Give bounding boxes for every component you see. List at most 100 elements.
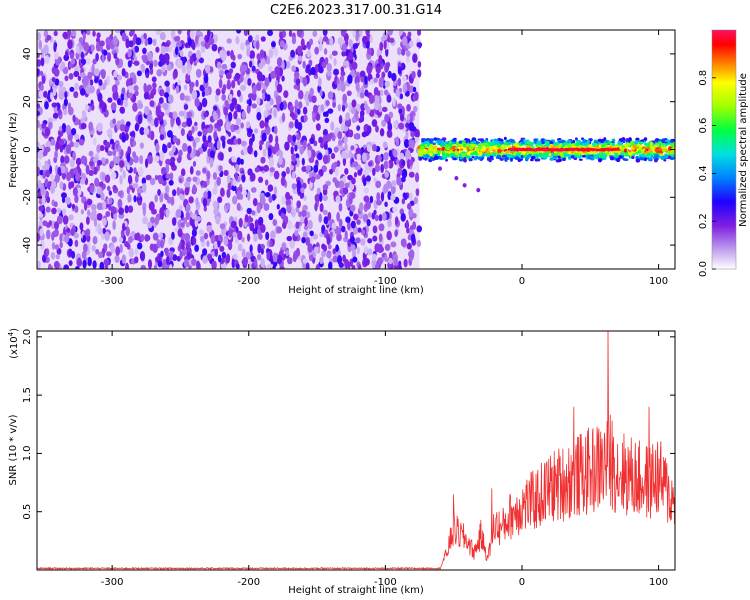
spectrogram-noise-cell xyxy=(159,193,164,203)
spectrogram-noise-cell xyxy=(286,204,292,213)
spectrogram-noise-cell xyxy=(60,61,66,69)
spectrogram-noise-cell xyxy=(110,160,115,168)
spectrogram-noise-cell xyxy=(82,75,89,86)
spectrogram-signal-cell xyxy=(655,147,661,151)
spectrogram-noise-cell xyxy=(152,38,157,47)
spectrogram-noise-cell xyxy=(363,187,369,194)
spectrogram-signal-cell xyxy=(503,141,507,146)
spectrogram-noise-cell xyxy=(381,71,386,78)
spectrogram-noise-cell xyxy=(111,84,117,94)
spectrogram-noise-cell xyxy=(57,166,62,177)
spectrogram-noise-cell xyxy=(64,91,68,99)
spectrogram-noise-cell xyxy=(124,205,129,214)
spectrogram-ridge-cell xyxy=(534,148,538,151)
spectrogram-noise-cell xyxy=(108,132,113,140)
snr-x-ticks: -300 -200 -100 0 100 xyxy=(101,331,668,588)
spectrogram-noise-cell xyxy=(160,89,165,97)
spectrogram-noise-cell xyxy=(268,49,274,59)
spectrogram-noise-cell xyxy=(378,233,383,243)
spectrogram-noise-cell xyxy=(351,99,357,108)
spectrogram-noise-cell xyxy=(280,176,286,187)
spectrogram-noise-cell xyxy=(377,243,383,254)
spectrogram-signal-cell xyxy=(625,143,632,147)
spectrogram-noise-cell xyxy=(69,52,75,60)
spectrogram-ridge-cell xyxy=(571,147,575,150)
spectrogram-noise-cell xyxy=(260,223,266,233)
spectrogram-signal-cell xyxy=(424,154,430,159)
spectrogram-signal-cell xyxy=(481,146,485,151)
spectrogram-noise-cell xyxy=(276,203,280,210)
spectrogram-noise-cell xyxy=(96,159,103,166)
spectrogram-noise-cell xyxy=(132,102,138,112)
spectrogram-noise-cell xyxy=(411,70,416,79)
spectrogram-noise-cell xyxy=(128,92,133,99)
spectrogram-noise-cell xyxy=(273,108,277,119)
spectrogram-noise-cell xyxy=(50,138,56,146)
spectrogram-noise-cell xyxy=(172,189,177,197)
spectrogram-signal-cell xyxy=(649,142,654,146)
spectrogram-noise-cell xyxy=(396,47,402,56)
spectrogram-noise-cell xyxy=(375,66,381,74)
spectrogram-noise-cell xyxy=(241,174,246,183)
spectrogram-noise-cell xyxy=(125,262,129,269)
spectrogram-noise-cell xyxy=(298,211,302,218)
spectrogram-noise-cell xyxy=(213,113,219,121)
spectrogram-noise-cell xyxy=(270,70,276,79)
spectrogram-noise-cell xyxy=(79,62,83,69)
spectrogram-noise-cell xyxy=(141,177,147,185)
spectrogram-noise-cell xyxy=(170,196,175,206)
spectrogram-noise-cell xyxy=(157,260,163,268)
spectrogram-noise-cell xyxy=(337,104,342,112)
spectrogram-noise-cell xyxy=(164,80,170,87)
spectrogram-signal-cell xyxy=(418,152,424,157)
spectrogram-signal-cell xyxy=(503,136,507,141)
spectrogram-noise-cell xyxy=(133,195,137,203)
spectrogram-noise-cell xyxy=(67,30,72,38)
spectrogram-signal-cell xyxy=(601,143,606,148)
spectrogram-noise-cell xyxy=(273,170,280,180)
spectrogram-noise-cell xyxy=(266,264,271,269)
spectrogram-noise-cell xyxy=(326,70,332,77)
spectrogram-signal-cell xyxy=(622,139,626,144)
spectrogram-noise-cell xyxy=(231,195,238,205)
spectrogram-noise-cell xyxy=(51,207,57,215)
spectrogram-noise-cell xyxy=(348,51,354,61)
spectrogram-noise-cell xyxy=(46,196,51,204)
spectrogram-noise-cell xyxy=(320,104,325,112)
spectrogram-noise-cell xyxy=(58,139,65,146)
spectrogram-noise-cell xyxy=(237,138,242,145)
spectrogram-noise-cell xyxy=(375,180,382,189)
spectrogram-noise-cell xyxy=(87,256,92,267)
spectrogram-noise-cell xyxy=(133,167,137,174)
spectrogram-noise-cell xyxy=(344,230,348,239)
spectrogram-signal-cell xyxy=(501,147,507,150)
spectrogram-noise-cell xyxy=(283,90,289,99)
spectrogram-noise-cell xyxy=(88,169,95,177)
spectrogram-noise-cell xyxy=(136,187,143,194)
spectrogram-noise-cell xyxy=(342,93,347,104)
spectrogram-noise-cell xyxy=(54,150,58,160)
spectrogram-noise-cell xyxy=(263,164,270,172)
spectrogram-noise-cell xyxy=(217,196,223,204)
spectrogram-noise-cell xyxy=(69,158,75,168)
spectrogram-signal-cell xyxy=(494,140,500,145)
spectrogram-signal-cell xyxy=(556,151,560,156)
spectrogram-noise-cell xyxy=(85,164,90,175)
spectrogram-noise-cell xyxy=(363,103,369,110)
spectrogram-signal-cell xyxy=(623,148,627,153)
spectrogram-noise-cell xyxy=(249,244,253,253)
spectrogram-noise-cell xyxy=(319,89,323,97)
spectrogram-noise-cell xyxy=(183,217,187,224)
spectrogram-noise-cell xyxy=(134,90,139,97)
spectrogram-signal-cell xyxy=(532,142,536,145)
spectrogram-noise-cell xyxy=(215,215,221,225)
spectrogram-noise-cell xyxy=(384,89,389,96)
spectrogram-noise-cell xyxy=(160,126,165,135)
spectrogram-noise-cell xyxy=(98,40,105,47)
spectrogram-noise-cell xyxy=(81,109,87,120)
spectrogram-noise-cell xyxy=(328,261,333,269)
spectrogram-noise-cell xyxy=(247,190,251,201)
spectrogram-signal-cell xyxy=(445,153,450,157)
spectrogram-noise-cell xyxy=(406,104,411,112)
